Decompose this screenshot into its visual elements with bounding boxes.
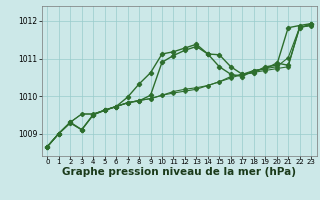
X-axis label: Graphe pression niveau de la mer (hPa): Graphe pression niveau de la mer (hPa)	[62, 167, 296, 177]
